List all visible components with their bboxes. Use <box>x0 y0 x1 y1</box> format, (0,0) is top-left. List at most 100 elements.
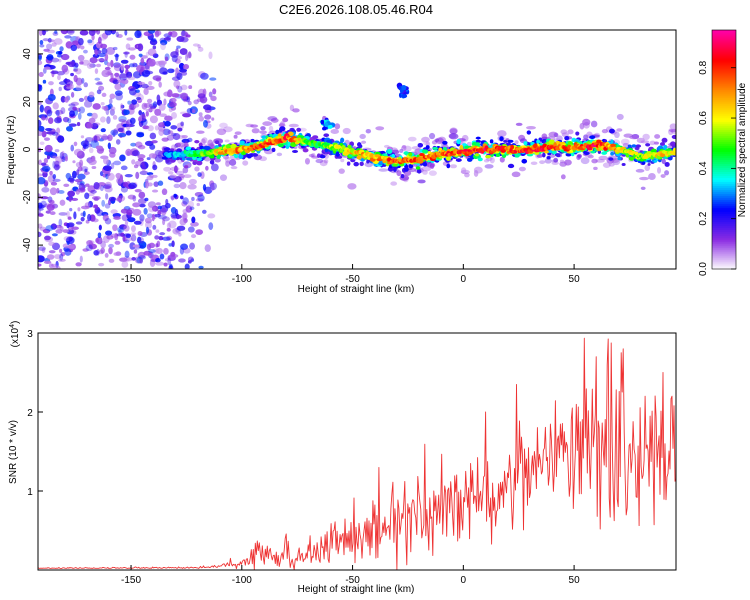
noise-speck <box>126 76 136 81</box>
noise-speck <box>146 175 154 181</box>
colorbar-swatch <box>712 191 736 194</box>
colorbar-swatch <box>712 67 736 71</box>
noise-speck <box>104 66 111 71</box>
signal-halo <box>640 140 650 144</box>
noise-speck <box>112 224 118 232</box>
colorbar-swatch <box>712 177 736 180</box>
noise-speck <box>125 148 132 157</box>
colorbar-swatch <box>712 55 736 59</box>
noise-speck <box>48 263 54 269</box>
signal-cell <box>526 130 532 135</box>
noise-speck <box>139 258 143 264</box>
signal-cell <box>507 139 514 143</box>
noise-speck <box>147 58 156 67</box>
signal-halo <box>262 121 273 126</box>
signal-halo <box>268 125 274 132</box>
colorbar-swatch <box>712 205 736 208</box>
signal-halo <box>489 156 495 164</box>
signal-cell <box>671 134 676 140</box>
noise-speck <box>88 243 98 250</box>
noise-speck <box>48 81 54 86</box>
noise-speck <box>78 97 84 102</box>
noise-speck <box>152 45 157 50</box>
signal-cell <box>542 152 546 158</box>
noise-speck <box>120 165 128 171</box>
noise-speck <box>97 58 106 62</box>
noise-speck <box>71 40 79 46</box>
noise-speck <box>103 105 109 111</box>
noise-speck <box>75 84 82 91</box>
signal-halo <box>515 122 523 126</box>
noise-speck <box>95 238 100 244</box>
noise-speck <box>143 88 149 96</box>
noise-speck <box>172 133 181 141</box>
noise-speck <box>38 130 44 136</box>
noise-speck <box>162 218 166 226</box>
noise-speck <box>45 43 53 50</box>
noise-speck <box>120 186 129 193</box>
colorbar-swatch <box>712 219 736 222</box>
noise-speck <box>116 197 122 202</box>
signal-halo <box>224 156 231 163</box>
isolated-blob <box>322 126 327 131</box>
signal-cell <box>417 159 424 164</box>
noise-speck <box>38 231 42 238</box>
noise-speck <box>203 186 213 194</box>
noise-speck <box>42 79 47 84</box>
noise-speck <box>144 217 152 224</box>
colorbar-swatch <box>712 47 736 51</box>
noise-speck <box>118 73 128 79</box>
colorbar-swatch <box>712 137 736 141</box>
signal-halo <box>259 130 267 134</box>
noise-speck <box>50 70 59 74</box>
noise-speck <box>104 181 112 189</box>
signal-halo <box>429 163 435 169</box>
noise-speck <box>102 184 111 189</box>
signal-halo <box>219 174 228 181</box>
noise-speck <box>199 95 208 104</box>
noise-speck <box>134 30 142 39</box>
colorbar-swatch <box>712 209 736 212</box>
signal-cell <box>209 154 215 159</box>
noise-speck <box>141 161 145 166</box>
noise-speck <box>58 58 62 63</box>
signal-halo <box>582 118 591 126</box>
noise-speck <box>157 205 162 210</box>
noise-speck <box>132 202 141 208</box>
signal-cell <box>475 136 481 140</box>
noise-speck <box>64 155 68 162</box>
noise-speck <box>185 53 189 62</box>
noise-speck <box>101 199 106 207</box>
spectrogram-y-tick-label: 0 <box>22 146 33 152</box>
noise-speck <box>181 212 188 220</box>
colorbar-swatch <box>712 259 736 262</box>
noise-speck <box>203 104 212 111</box>
noise-speck <box>97 81 103 85</box>
signal-cell <box>340 137 345 143</box>
signal-cell <box>564 135 570 141</box>
signal-cell <box>663 144 668 150</box>
noise-speck <box>44 150 54 156</box>
colorbar-swatch <box>712 127 736 131</box>
noise-speck <box>180 84 188 91</box>
noise-speck <box>163 166 172 172</box>
noise-speck <box>64 96 69 103</box>
noise-speck <box>116 233 126 237</box>
signal-halo <box>279 121 286 128</box>
spectrogram-y-tick-label: -40 <box>22 237 33 252</box>
signal-halo <box>668 128 676 133</box>
noise-speck <box>163 37 171 41</box>
noise-speck <box>163 262 168 267</box>
noise-speck <box>180 30 188 38</box>
signal-halo <box>449 127 458 135</box>
noise-speck <box>45 168 49 172</box>
noise-speck <box>138 237 145 244</box>
signal-cell <box>635 144 642 148</box>
signal-cell <box>356 155 362 160</box>
noise-speck <box>143 207 148 215</box>
signal-cell <box>417 142 424 148</box>
signal-cell <box>250 138 255 143</box>
signal-halo <box>514 140 519 145</box>
colorbar-swatch <box>712 43 736 47</box>
noise-speck <box>155 229 160 233</box>
